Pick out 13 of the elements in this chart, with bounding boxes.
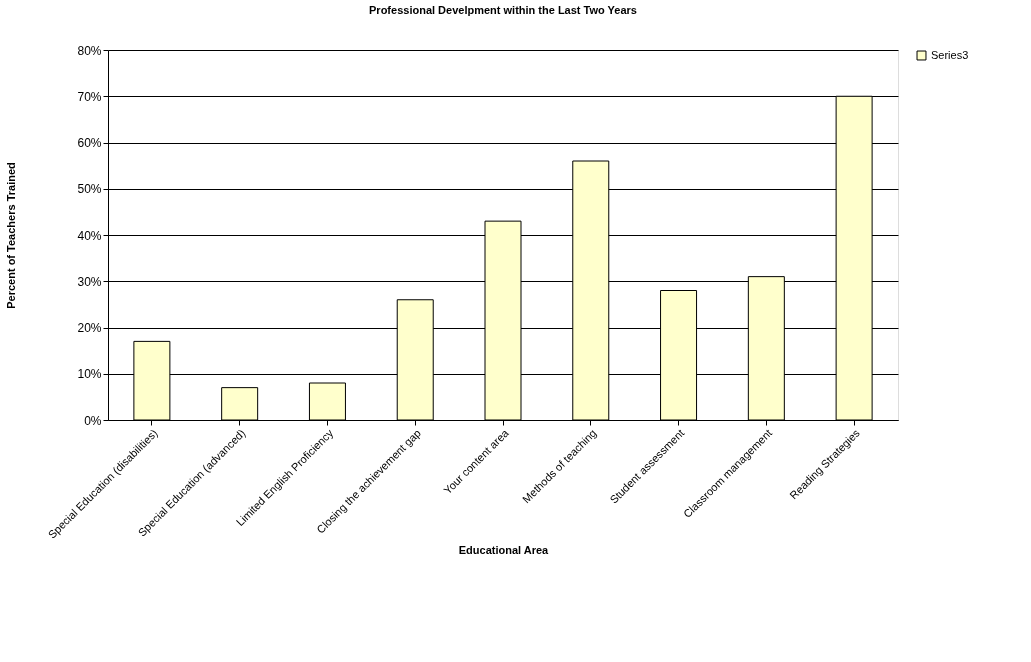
y-tick-label: 40% <box>77 228 102 243</box>
y-tick-label: 60% <box>77 136 102 150</box>
y-axis-title: Percent of Teachers Trained <box>5 162 18 309</box>
legend-label: Series3 <box>931 48 969 61</box>
y-tick-label: 50% <box>77 182 102 197</box>
x-axis-title: Educational Area <box>458 543 550 556</box>
y-tick-label: 10% <box>77 367 102 382</box>
y-tick-label: 70% <box>77 89 102 104</box>
y-tick-label: 0% <box>84 413 102 428</box>
y-tick-label: 30% <box>77 274 102 289</box>
y-tick-label: 80% <box>77 43 102 58</box>
y-tick-label: 20% <box>77 321 102 335</box>
chart-title: Professional Develpment within the Last Two Years <box>369 4 637 16</box>
